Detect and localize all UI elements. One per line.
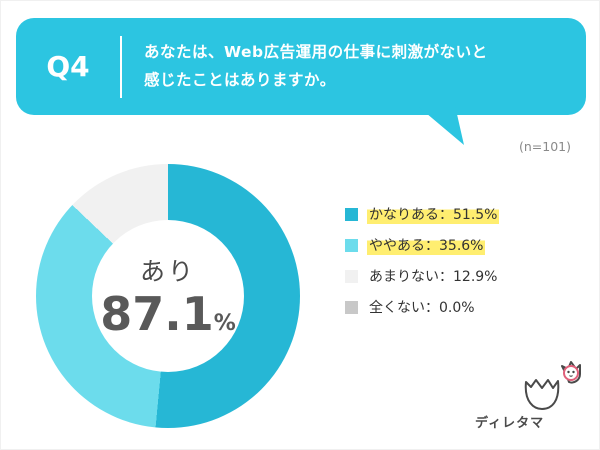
sample-size: (n=101): [518, 139, 571, 154]
question-line1: あなたは、Web広告運用の仕事に刺激がないと: [144, 42, 488, 61]
chart-legend: かなりある：51.5% ややある：35.6% あまりない：12.9% 全くない：0.0…: [345, 204, 500, 317]
donut-center-value: 87.1%: [100, 286, 236, 341]
bubble-divider: [120, 35, 122, 98]
brand-name: ディレタマ: [475, 416, 545, 431]
legend-label: ややある：35.6%: [367, 235, 486, 255]
legend-item: ややある：35.6%: [345, 235, 499, 255]
legend-item: かなりある：51.5%: [345, 204, 500, 224]
legend-label: あまりない：12.9%: [369, 269, 498, 285]
legend-item: 全くない：0.0%: [345, 297, 499, 317]
legend-item: あまりない：12.9%: [345, 266, 499, 286]
donut-chart: あり 87.1%: [36, 164, 300, 428]
question-text: あなたは、Web広告運用の仕事に刺激がないと 感じたことはありますか。: [122, 39, 488, 95]
question-number: Q4: [46, 50, 90, 83]
question-line2: 感じたことはありますか。: [144, 70, 336, 89]
legend-label: かなりある：51.5%: [367, 204, 500, 224]
legend-swatch: [345, 207, 358, 221]
mascot-logo: ディレタマ: [475, 359, 585, 433]
legend-label: 全くない：0.0%: [369, 300, 475, 316]
legend-swatch: [345, 300, 358, 314]
donut-center: あり 87.1%: [92, 220, 244, 372]
donut-center-label: あり: [139, 256, 196, 286]
legend-swatch: [345, 269, 358, 283]
legend-swatch: [345, 238, 358, 252]
percent-sign: %: [213, 310, 236, 336]
egg-mascot-icon: [524, 361, 581, 410]
question-bubble: Q4 あなたは、Web広告運用の仕事に刺激がないと 感じたことはありますか。: [16, 18, 586, 115]
